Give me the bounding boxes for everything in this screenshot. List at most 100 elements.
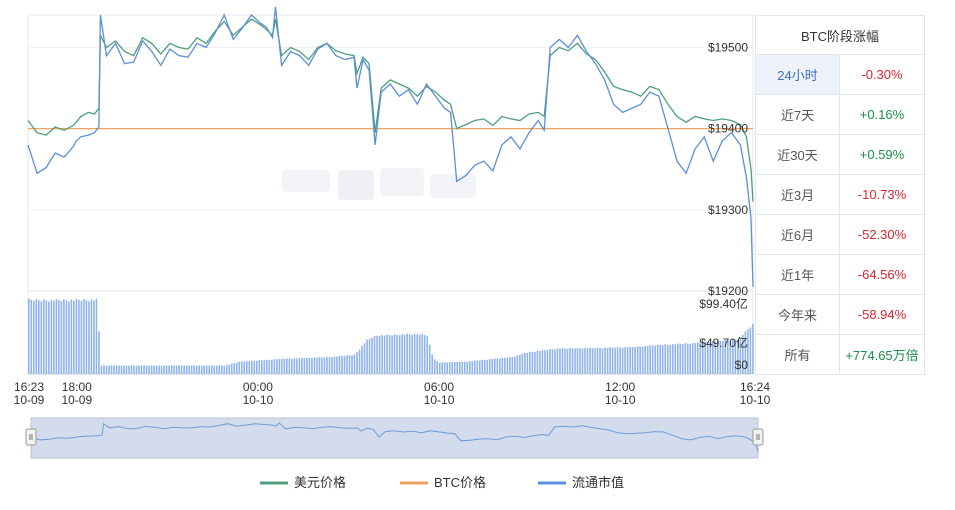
volume-bar bbox=[130, 365, 133, 374]
volume-bar bbox=[433, 359, 436, 374]
volume-bar bbox=[686, 343, 689, 374]
x-tick-date: 10-10 bbox=[424, 393, 455, 407]
volume-bar bbox=[223, 365, 226, 374]
range-navigator[interactable] bbox=[25, 417, 764, 459]
y-tick-price: $19200 bbox=[708, 284, 748, 298]
period-label[interactable]: 近30天 bbox=[755, 134, 840, 175]
volume-bar bbox=[220, 365, 223, 374]
volume-bar bbox=[639, 346, 641, 374]
volume-bar bbox=[699, 342, 702, 374]
table-row[interactable]: 近6月 -52.30% bbox=[755, 214, 925, 255]
volume-bar bbox=[105, 365, 108, 374]
volume-bar bbox=[546, 350, 549, 374]
volume-bar bbox=[413, 333, 416, 374]
volume-bar bbox=[368, 338, 371, 374]
volume-bar bbox=[306, 357, 308, 374]
volume-bar bbox=[431, 354, 433, 374]
navigator-handle-left[interactable] bbox=[25, 428, 37, 446]
volume-bar bbox=[93, 300, 95, 374]
table-row[interactable]: 近1年 -64.56% bbox=[755, 254, 925, 295]
volume-bar bbox=[386, 334, 388, 374]
table-row[interactable]: 所有 +774.65万倍 bbox=[755, 334, 925, 375]
volume-bar bbox=[408, 334, 411, 374]
legend-label: 流通市值 bbox=[572, 475, 624, 490]
volume-bar bbox=[406, 333, 408, 374]
legend-item-usd-price[interactable]: 美元价格 bbox=[260, 475, 346, 490]
volume-bar bbox=[566, 348, 569, 374]
volume-bar bbox=[509, 357, 511, 374]
volume-bar bbox=[95, 298, 98, 374]
volume-bar bbox=[706, 342, 709, 374]
volume-bar bbox=[366, 339, 368, 374]
volume-bar bbox=[599, 347, 601, 374]
volume-bar bbox=[85, 300, 88, 374]
volume-bar bbox=[701, 342, 704, 374]
table-row[interactable]: 24小时 -0.30% bbox=[755, 54, 925, 95]
volume-bar bbox=[63, 299, 65, 374]
period-label[interactable]: 近3月 bbox=[755, 174, 840, 215]
volume-bar bbox=[225, 365, 228, 374]
volume-bar bbox=[83, 299, 85, 374]
table-row[interactable]: 近30天 +0.59% bbox=[755, 134, 925, 175]
volume-bar bbox=[456, 361, 459, 374]
volume-bar bbox=[180, 365, 183, 374]
volume-bar bbox=[451, 362, 454, 374]
volume-bar bbox=[316, 357, 318, 374]
volume-bar bbox=[651, 345, 654, 374]
volume-bar bbox=[38, 300, 40, 374]
navigator-window[interactable] bbox=[30, 417, 759, 459]
volume-bar bbox=[158, 365, 160, 374]
period-label[interactable]: 近1年 bbox=[755, 254, 840, 295]
volume-bar bbox=[363, 343, 366, 374]
volume-bar bbox=[476, 360, 479, 374]
volume-bar bbox=[125, 365, 128, 374]
x-tick-time: 00:00 bbox=[243, 380, 273, 394]
period-label[interactable]: 近7天 bbox=[755, 94, 840, 135]
volume-bar bbox=[463, 361, 466, 374]
volume-bar bbox=[569, 348, 571, 374]
volume-bar bbox=[153, 365, 155, 374]
volume-bar bbox=[614, 347, 616, 374]
legend-item-market-cap[interactable]: 流通市值 bbox=[538, 475, 624, 490]
x-tick-time: 16:23 bbox=[14, 380, 44, 394]
volume-bar bbox=[383, 335, 386, 374]
volume-bar bbox=[526, 352, 529, 374]
volume-bar bbox=[323, 357, 326, 374]
volume-bar bbox=[481, 359, 484, 374]
navigator-handle-right[interactable] bbox=[752, 428, 764, 446]
volume-bars bbox=[28, 298, 754, 374]
volume-bar bbox=[649, 345, 651, 374]
volume-bar bbox=[281, 358, 283, 374]
volume-bar bbox=[70, 299, 73, 374]
period-label[interactable]: 24小时 bbox=[755, 54, 840, 95]
navigator-series bbox=[30, 422, 759, 452]
table-row[interactable]: 今年来 -58.94% bbox=[755, 294, 925, 335]
volume-bar bbox=[511, 356, 514, 374]
volume-bar bbox=[100, 365, 103, 374]
volume-bar bbox=[398, 335, 401, 374]
volume-bar bbox=[749, 327, 752, 374]
volume-bar bbox=[544, 350, 546, 374]
volume-bar bbox=[501, 357, 504, 374]
volume-bar bbox=[213, 365, 216, 374]
volume-bar bbox=[704, 341, 707, 374]
volume-bar bbox=[50, 299, 53, 374]
volume-bar bbox=[348, 355, 351, 374]
volume-bar bbox=[541, 350, 544, 374]
volume-bar bbox=[313, 357, 316, 374]
volume-bar bbox=[160, 365, 163, 374]
volume-bar bbox=[200, 365, 203, 374]
period-label[interactable]: 近6月 bbox=[755, 214, 840, 255]
table-row[interactable]: 近3月 -10.73% bbox=[755, 174, 925, 215]
table-row[interactable]: 近7天 +0.16% bbox=[755, 94, 925, 135]
volume-bar bbox=[519, 354, 521, 374]
volume-bar bbox=[145, 365, 148, 374]
volume-bar bbox=[626, 347, 629, 374]
legend-item-btc-price[interactable]: BTC价格 bbox=[400, 475, 486, 490]
series-line-market-cap bbox=[27, 6, 754, 287]
volume-bar bbox=[273, 359, 276, 374]
period-label[interactable]: 今年来 bbox=[755, 294, 840, 335]
x-tick-time: 06:00 bbox=[424, 380, 454, 394]
volume-bar bbox=[391, 335, 393, 374]
period-label[interactable]: 所有 bbox=[755, 334, 840, 375]
